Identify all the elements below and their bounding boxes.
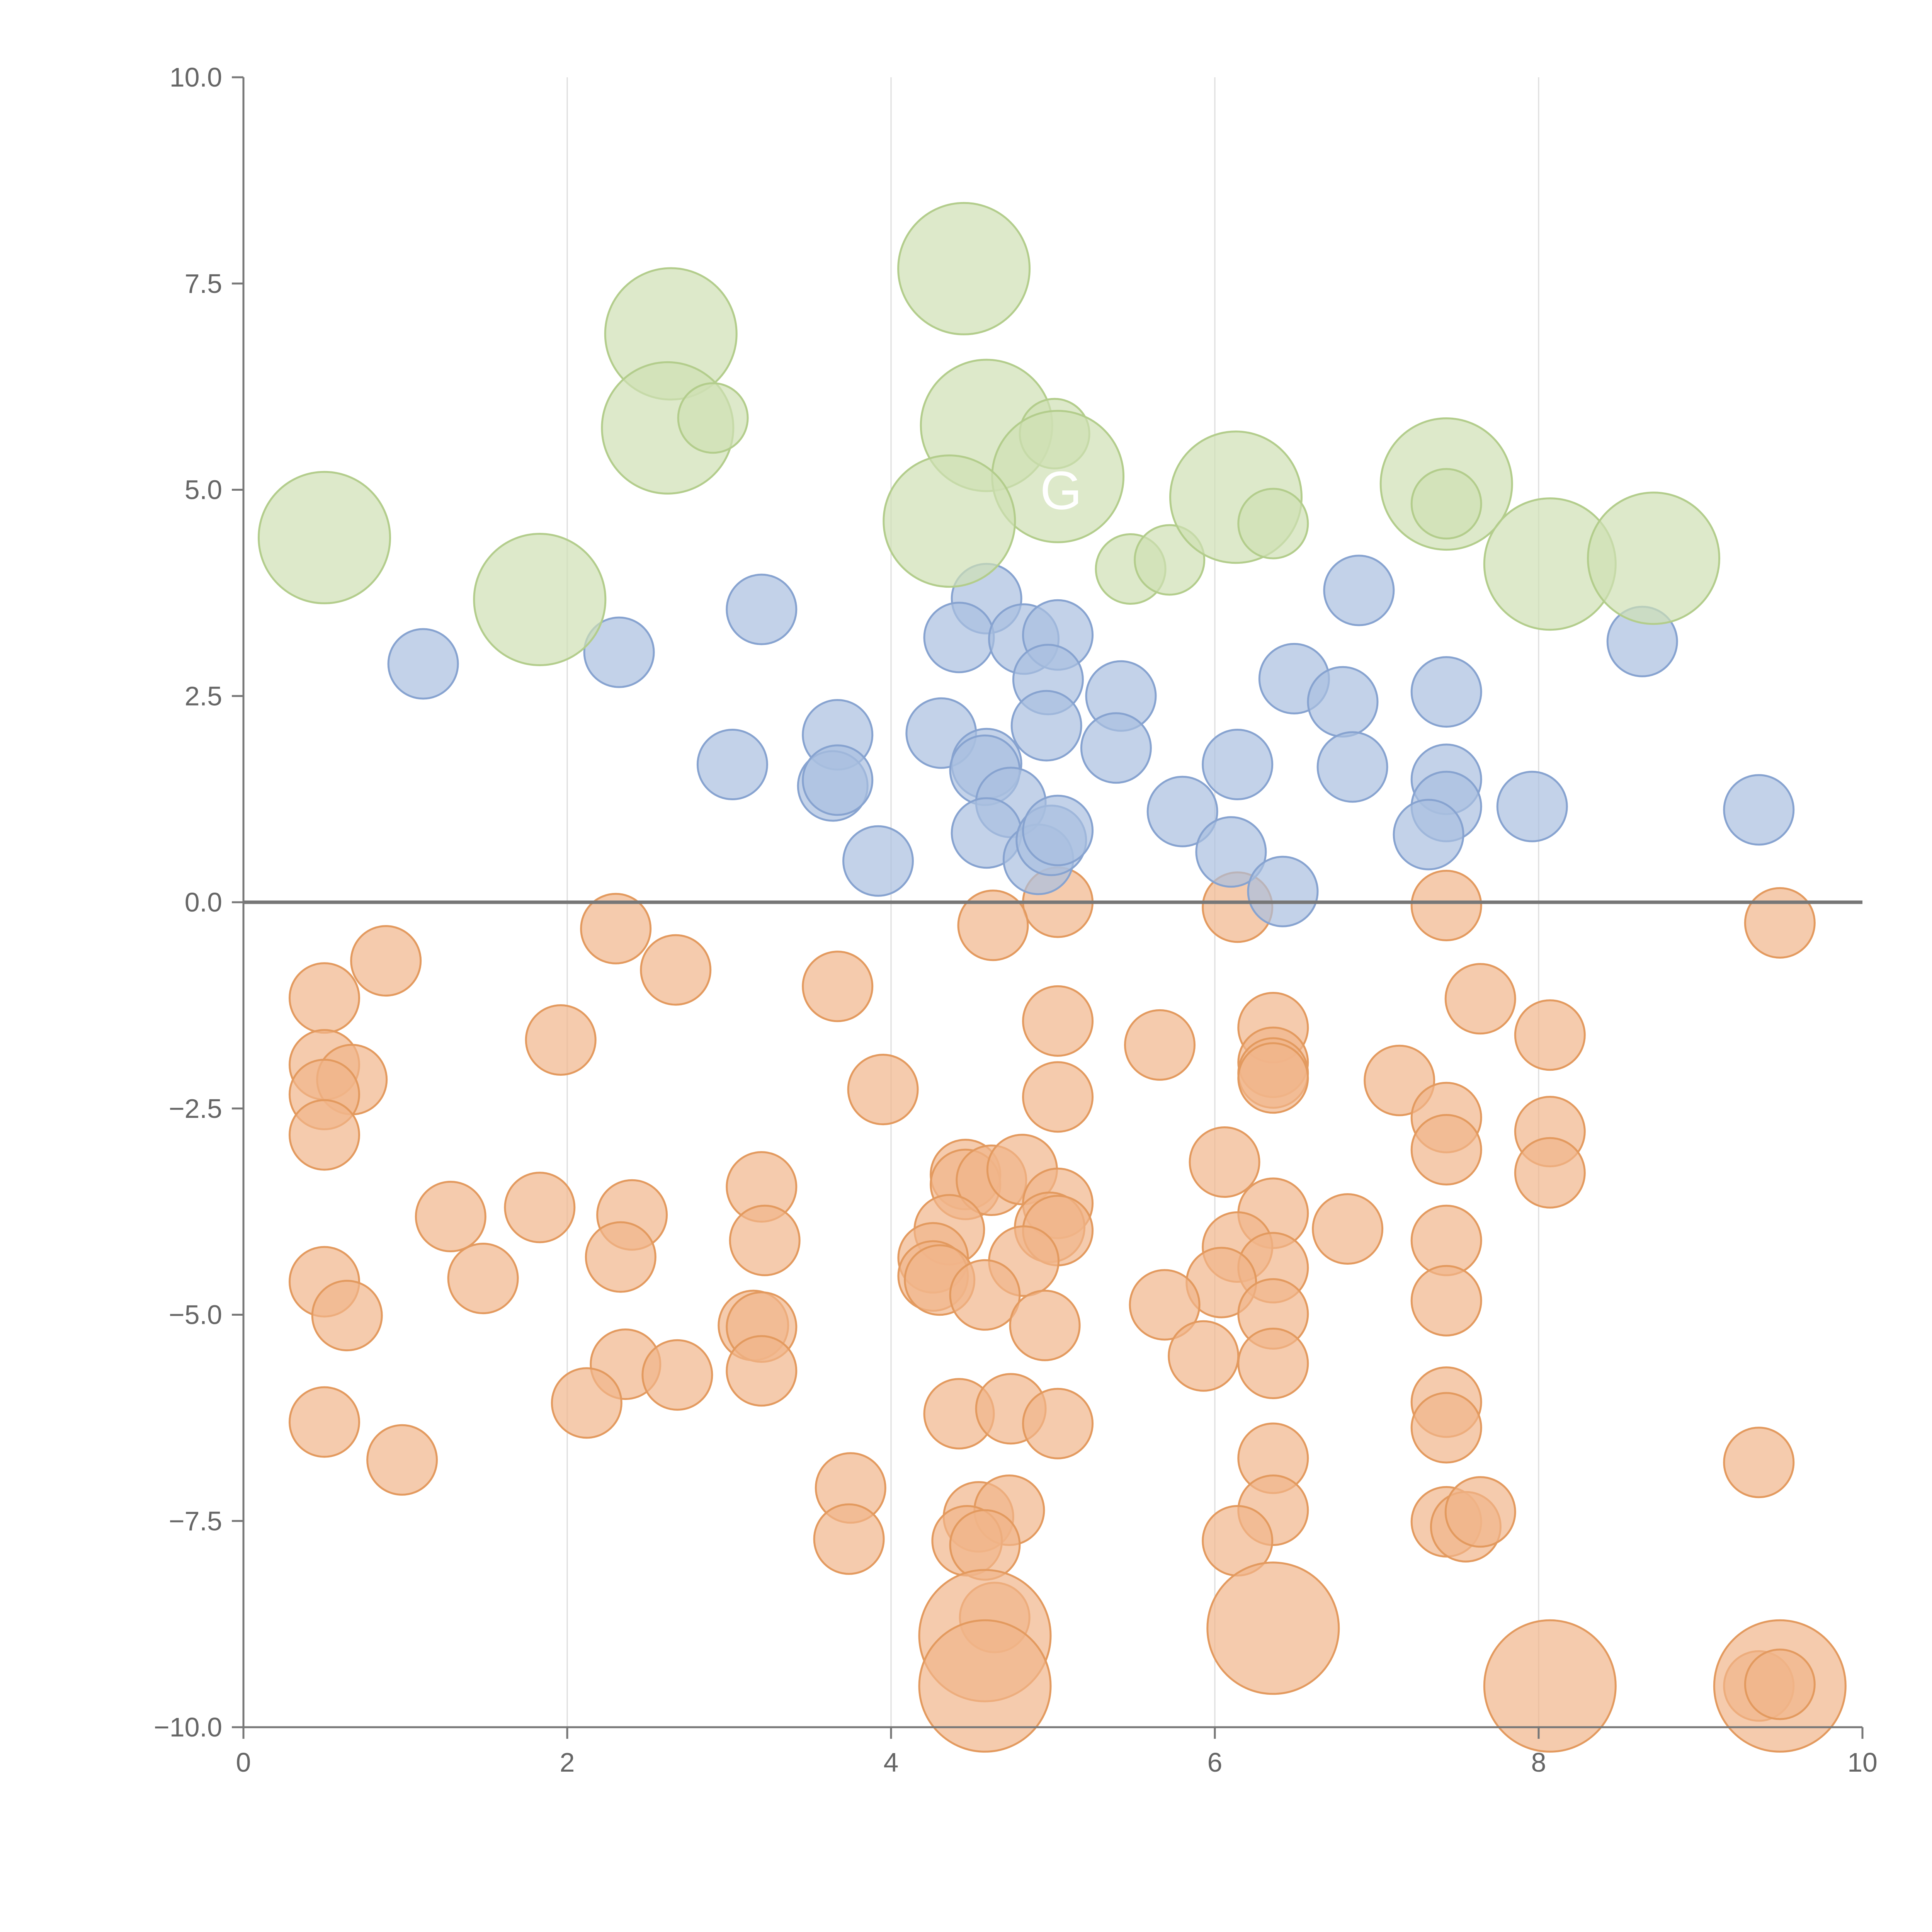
data-point: [1410, 656, 1482, 728]
data-point: [729, 1204, 801, 1276]
data-point: [1444, 1476, 1516, 1548]
data-point: [585, 1221, 656, 1293]
data-point: [1410, 468, 1482, 540]
y-tick-label: −10.0: [154, 1712, 222, 1742]
data-point: [1022, 794, 1094, 866]
data-point: [1744, 887, 1816, 959]
data-point: [1129, 1269, 1201, 1341]
data-point: [1393, 799, 1464, 871]
data-point: [1587, 492, 1720, 625]
data-point: [311, 1280, 383, 1352]
x-tick-label: 2: [560, 1747, 575, 1777]
data-point: [813, 1503, 885, 1575]
data-point: [1168, 1320, 1240, 1392]
data-points: [258, 202, 1847, 1753]
data-point: [473, 533, 607, 666]
data-point: [551, 1367, 622, 1439]
data-point: [289, 962, 360, 1034]
data-point: [1316, 731, 1388, 803]
data-point: [1410, 1204, 1482, 1276]
data-point: [583, 616, 655, 688]
data-point: [1496, 770, 1568, 842]
data-point: [1444, 963, 1516, 1035]
y-tick-label: 10.0: [170, 62, 222, 92]
data-point: [387, 628, 459, 700]
data-point: [1022, 985, 1094, 1057]
data-point: [366, 1424, 438, 1496]
x-tick-label: 6: [1208, 1747, 1223, 1777]
data-point: [1723, 1427, 1795, 1498]
data-point: [957, 889, 1029, 961]
data-point: [1202, 729, 1274, 800]
data-point: [1410, 1114, 1482, 1185]
x-tick-label: 0: [236, 1747, 251, 1777]
data-point: [802, 951, 874, 1022]
data-point: [1723, 774, 1795, 846]
data-point: [1514, 999, 1586, 1071]
data-point: [1410, 870, 1482, 941]
data-point: [1237, 1328, 1309, 1399]
data-point: [641, 1339, 713, 1411]
data-point: [1189, 1126, 1260, 1198]
y-tick-label: −5.0: [169, 1300, 222, 1330]
data-point: [1009, 1289, 1081, 1361]
data-point: [1022, 1388, 1094, 1459]
data-point: [923, 602, 995, 673]
data-point: [1124, 1009, 1196, 1081]
y-tick-label: −7.5: [169, 1506, 222, 1536]
data-point: [1307, 666, 1379, 738]
data-point: [258, 471, 391, 604]
y-tick-label: 7.5: [185, 269, 222, 299]
data-point: [726, 573, 798, 645]
data-point: [289, 1099, 360, 1171]
data-point: [1237, 488, 1309, 560]
data-point: [1744, 1648, 1816, 1720]
data-point: [1410, 1392, 1482, 1464]
y-tick-label: 2.5: [185, 681, 222, 711]
data-point: [1483, 1619, 1617, 1753]
data-point: [289, 1386, 360, 1458]
y-tick-label: 5.0: [185, 475, 222, 505]
x-tick-label: 10: [1847, 1747, 1878, 1777]
data-point: [696, 729, 768, 800]
data-point: [949, 1259, 1021, 1331]
x-tick-label: 4: [884, 1747, 899, 1777]
x-tick-label: 8: [1531, 1747, 1546, 1777]
data-point: [1410, 1265, 1482, 1337]
data-point: [918, 1619, 1052, 1753]
data-point: [1312, 1193, 1384, 1265]
data-point: [1134, 524, 1206, 596]
data-point: [350, 925, 422, 997]
data-point: [842, 825, 914, 897]
data-point: [1247, 855, 1319, 927]
data-point: [525, 1004, 597, 1076]
data-point: [1206, 1561, 1340, 1695]
data-point: [897, 202, 1031, 335]
data-point: [1022, 1061, 1094, 1133]
data-point: [1146, 776, 1218, 847]
y-tick-label: 0.0: [185, 887, 222, 917]
data-point: [447, 1243, 519, 1315]
data-point: [640, 934, 712, 1006]
y-tick-label: −2.5: [169, 1094, 222, 1124]
data-point: [1195, 816, 1267, 888]
data-point: [1237, 1042, 1309, 1114]
data-point: [1323, 554, 1395, 626]
data-point: [1010, 690, 1082, 762]
data-point: [580, 893, 652, 964]
data-point: [802, 744, 874, 816]
annotations: G: [1040, 460, 1082, 521]
bubble-annotation: G: [1040, 460, 1082, 521]
data-point: [1514, 1137, 1586, 1209]
data-point: [504, 1172, 576, 1243]
data-point: [726, 1335, 798, 1407]
data-point: [677, 382, 749, 454]
data-point: [883, 454, 1016, 588]
axis-ticks: 0 2 4 6 8 10 −10.0 −7.5 −5.0 −2.5 0.0 2.5 5.0 7.5 10.0: [154, 62, 1878, 1777]
data-point: [847, 1054, 919, 1126]
data-point: [415, 1180, 486, 1252]
data-point: [1080, 712, 1152, 784]
